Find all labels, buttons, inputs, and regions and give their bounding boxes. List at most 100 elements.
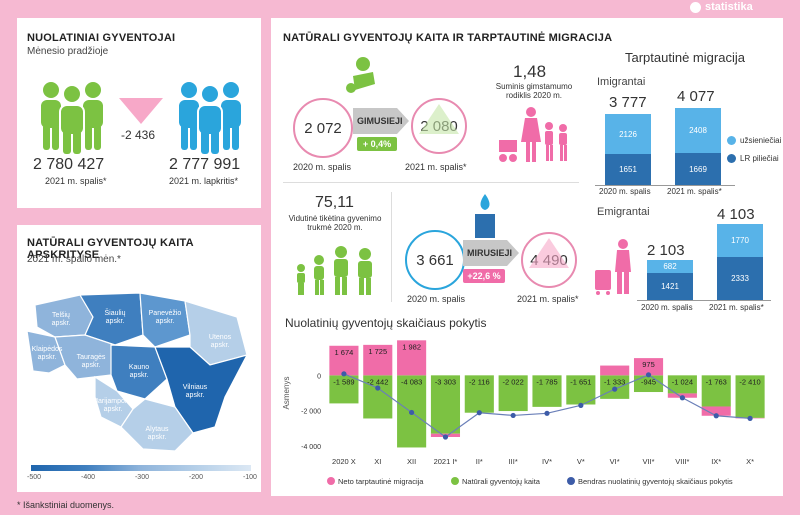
resident-subtitle: Mėnesio pradžioje bbox=[27, 46, 109, 57]
total-change-point bbox=[442, 434, 449, 440]
migration-title: Tarptautinė migracija bbox=[625, 50, 745, 65]
imm-total-2: 4 077 bbox=[677, 88, 715, 105]
deaths-cur-label: 2021 m. spalis* bbox=[517, 294, 579, 304]
natural-data-label: -3 303 bbox=[435, 377, 456, 386]
migration-data-label: 1 982 bbox=[402, 342, 421, 351]
immigrants-label: Imigrantai bbox=[597, 76, 646, 88]
x-tick-label: VIII* bbox=[675, 457, 689, 466]
map-scale-labels: -500 -400 -300 -200 -100 bbox=[27, 474, 257, 481]
resident-left-value: 2 780 427 bbox=[33, 156, 105, 173]
y-tick-label: 0 bbox=[317, 373, 321, 380]
deaths-label: MIRUSIEJI bbox=[467, 248, 513, 258]
imm-foreign-value: 2126 bbox=[619, 129, 637, 139]
label-telsiai: Telšių bbox=[52, 312, 70, 319]
natural-change-bar bbox=[667, 375, 697, 394]
label-kaunas: Kauno bbox=[129, 364, 149, 371]
resident-left-label: 2021 m. spalis* bbox=[45, 176, 107, 186]
label-panevezys-2: apskr. bbox=[156, 318, 175, 325]
x-tick-label: 2021 I* bbox=[434, 457, 458, 466]
total-change-point bbox=[341, 371, 347, 377]
brand-logo: statistika bbox=[690, 0, 800, 14]
arrow-right-icon bbox=[463, 240, 519, 266]
region-alytus[interactable] bbox=[120, 398, 194, 452]
region-klaipeda[interactable] bbox=[26, 330, 66, 374]
births-change-badge: + 0,4% bbox=[357, 137, 397, 151]
fertility-label: Suminis gimstamumo rodiklis 2020 m. bbox=[495, 82, 573, 100]
label-taurage: Tauragės bbox=[77, 354, 106, 361]
natural-data-label: -2 116 bbox=[469, 377, 490, 386]
deaths-prev-circle: 3 661 bbox=[405, 230, 465, 290]
x-tick-label: VII* bbox=[642, 457, 654, 466]
natural-change-bar bbox=[532, 375, 562, 407]
map-color-scale bbox=[31, 465, 251, 471]
natural-change-bar bbox=[430, 375, 461, 434]
legend-citizens-label: LR piliečiai bbox=[740, 154, 779, 163]
natural-change-bar bbox=[363, 375, 393, 419]
candle-icon bbox=[475, 194, 495, 238]
label-utena-2: apskr. bbox=[211, 342, 230, 349]
y-tick-label: -2 000 bbox=[301, 409, 321, 416]
label-vilnius-2: apskr. bbox=[186, 392, 205, 399]
region-vilnius[interactable] bbox=[154, 346, 249, 434]
net-migration-bar bbox=[600, 365, 630, 376]
x-tick-label: XII bbox=[407, 457, 416, 466]
migration-data-label: 975 bbox=[642, 360, 655, 369]
imm-citizens-bar: 1651 bbox=[605, 154, 651, 185]
emi-foreign-value: 682 bbox=[663, 262, 677, 271]
label-panevezys: Panevėžio bbox=[149, 310, 182, 317]
label-alytus-2: apskr. bbox=[148, 434, 167, 441]
total-change-point bbox=[679, 395, 685, 401]
triangle-up-green-icon bbox=[419, 104, 459, 134]
natural-change-bar bbox=[464, 375, 494, 413]
net-migration-bar bbox=[701, 406, 731, 416]
life-label: Vidutinė tikėtina gyvenimo trukmė 2020 m… bbox=[288, 214, 382, 232]
emi-bar-2: 1770 2333 bbox=[717, 224, 763, 300]
legend-label: Neto tarptautinė migracija bbox=[338, 477, 424, 486]
resident-right-value: 2 777 991 bbox=[169, 156, 241, 173]
label-taurage-2: apskr. bbox=[82, 362, 101, 369]
x-tick-label: XI bbox=[374, 457, 381, 466]
emi-label-1: 2020 m. spalis bbox=[641, 303, 693, 312]
life-value: 75,11 bbox=[315, 194, 354, 211]
label-kaunas-2: apskr. bbox=[130, 372, 149, 379]
deaths-prev-label: 2020 m. spalis bbox=[407, 294, 466, 304]
region-panevezys[interactable] bbox=[139, 292, 191, 348]
natural-data-label: -1 024 bbox=[672, 377, 693, 386]
natural-data-label: -2 022 bbox=[503, 377, 524, 386]
arrow-down-icon bbox=[119, 98, 163, 124]
migration-data-label: 1 725 bbox=[368, 347, 387, 356]
births-label: GIMUSIEJI bbox=[357, 116, 403, 126]
total-change-point bbox=[747, 415, 753, 421]
imm-bar-2: 2408 1669 bbox=[675, 108, 721, 185]
legend-label: Bendras nuolatinių gyventojų skaičiaus p… bbox=[578, 477, 733, 486]
legend-dot bbox=[567, 477, 575, 485]
scale-label: -500 bbox=[27, 474, 42, 481]
emi-total-1: 2 103 bbox=[647, 242, 685, 259]
fertility-value: 1,48 bbox=[513, 62, 547, 81]
label-siauliai: Šiaulių bbox=[104, 308, 125, 317]
natural-title: NATŪRALI GYVENTOJŲ KAITA IR TARPTAUTINĖ … bbox=[283, 32, 613, 44]
imm-axis bbox=[595, 185, 735, 186]
family-icon bbox=[499, 107, 567, 162]
natural-panel: NATŪRALI GYVENTOJŲ KAITA IR TARPTAUTINĖ … bbox=[271, 18, 783, 496]
map-subtitle: 2021 m. spalio mėn.* bbox=[27, 254, 121, 265]
y-tick-label: -4 000 bbox=[301, 444, 321, 451]
natural-change-bar bbox=[701, 375, 731, 407]
natural-data-label: -1 651 bbox=[570, 377, 591, 386]
x-tick-label: IV* bbox=[542, 457, 552, 466]
net-migration-bar bbox=[633, 358, 664, 376]
imm-citizens-bar: 1669 bbox=[675, 153, 721, 185]
deaths-change-badge: +22,6 % bbox=[463, 269, 505, 283]
births-prev-label: 2020 m. spalis bbox=[293, 162, 352, 172]
chart-title: Nuolatinių gyventojų skaičiaus pokytis bbox=[285, 316, 487, 330]
natural-change-bar bbox=[735, 375, 765, 418]
births-prev-circle: 2 072 bbox=[293, 98, 353, 158]
brand-name: statistika bbox=[705, 1, 753, 13]
emi-total-2: 4 103 bbox=[717, 206, 755, 223]
births-cur-label: 2021 m. spalis* bbox=[405, 162, 467, 172]
natural-data-label: -945 bbox=[641, 377, 656, 386]
emi-axis bbox=[637, 300, 771, 301]
total-change-point bbox=[578, 402, 584, 408]
natural-change-bar bbox=[329, 375, 359, 404]
